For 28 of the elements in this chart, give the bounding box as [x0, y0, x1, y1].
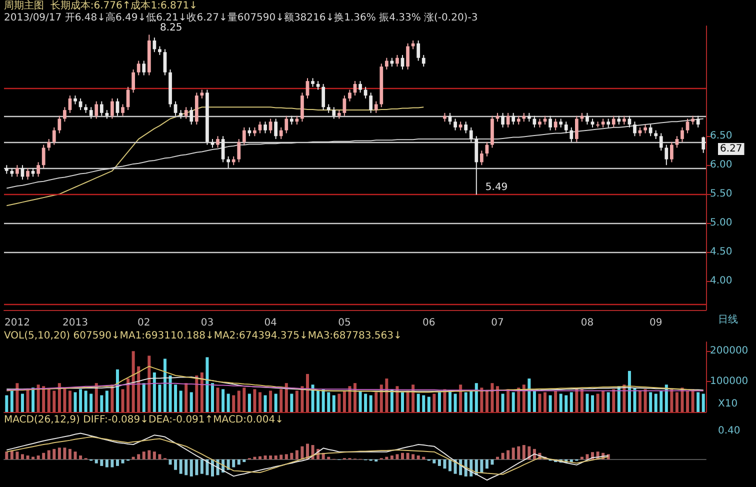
x-tick-label: 2012 — [4, 318, 30, 328]
y-tick-label: 6.00 — [710, 160, 732, 171]
x-tick-label: 05 — [338, 318, 351, 328]
x-tick-label: 04 — [264, 318, 277, 328]
x-tick-label: 08 — [580, 318, 594, 328]
text: X10 — [718, 398, 738, 410]
x-tick-label: 07 — [491, 318, 504, 328]
annotation: 5.49 — [485, 182, 508, 194]
chart-title: MACD(26,12,9) DIFF:-0.089↓DEA:-0.091↑MACD:0.004↓ — [4, 414, 284, 426]
annotation: 8.25 — [160, 22, 182, 34]
y-tick-label: 5.50 — [710, 188, 732, 200]
x-tick-label: 06 — [422, 318, 436, 328]
x-tick-label: 02 — [138, 318, 150, 328]
y-tick-label: 100000 — [710, 376, 748, 388]
x-tick-label: 03 — [200, 318, 214, 328]
x-tick-label: 2013 — [62, 318, 88, 328]
chart-subtitle: 2013/09/17 开6.48↓高6.49↓低6.21↓收6.27↓量607590↓额38216↓换1.36% 振4.33% 涨(-0.20)-3 — [4, 12, 478, 24]
chart-title: VOL(5,10,20) 607590↓MA1:693110.188↓MA2:674394.375↓MA3:687783.563↓ — [4, 330, 402, 342]
x-tick-label: 09 — [649, 318, 662, 328]
y-tick-label: 4.50 — [710, 246, 732, 258]
chart-title: 周期主图 长期成本:6.776↑成本1:6.871↓ — [4, 0, 198, 12]
y-tick-label: 6.50 — [710, 130, 732, 142]
y-tick-label: 200000 — [710, 346, 748, 357]
y-tick-label: 4.00 — [710, 276, 732, 287]
text: 6.27 — [720, 144, 742, 154]
text: 0.40 — [718, 426, 740, 436]
text: 日线 — [718, 314, 738, 326]
y-tick-label: 5.00 — [710, 218, 732, 229]
